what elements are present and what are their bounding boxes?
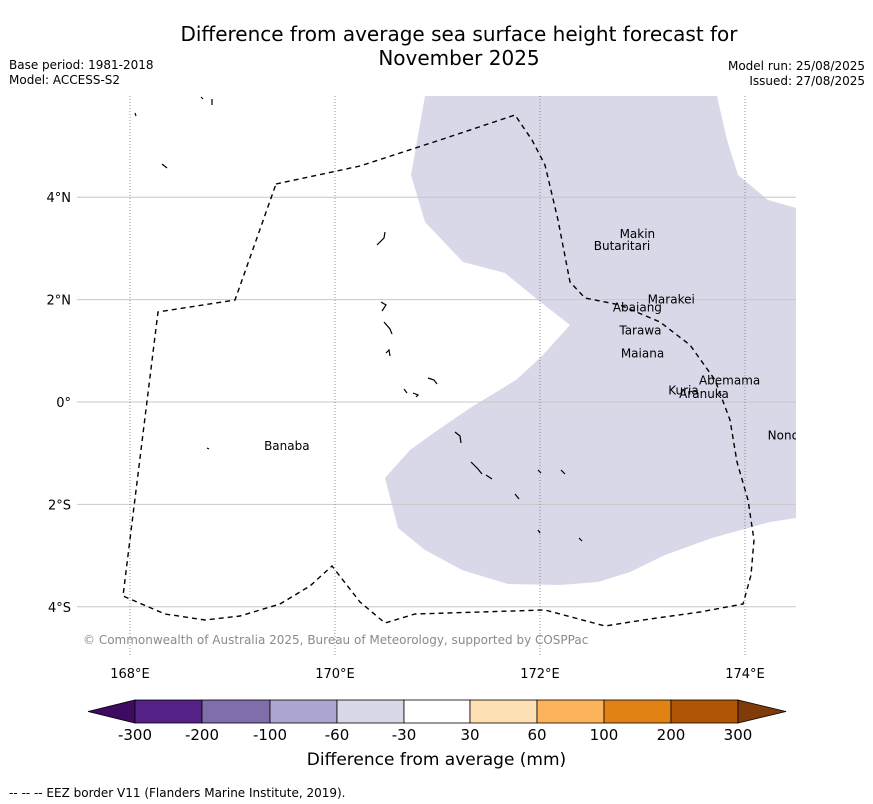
colorbar: -300 -200 -100 -60 -30 30 60 100 200 300 [87,699,787,744]
colorbar-tick-label: -200 [185,726,219,744]
colorbar-ticks: -300 -200 -100 -60 -30 30 60 100 200 300 [118,726,752,744]
colorbar-segment [269,699,338,724]
colorbar-extend-low [87,699,136,724]
colorbar-segment [536,699,605,724]
island-label: Banaba [264,439,310,453]
lon-tick-label: 172°E [520,667,560,682]
anomaly-region [385,96,796,585]
latitude-gridlines [77,196,796,608]
colorbar-tick-label: 60 [527,726,546,744]
colorbar-tick-label: -300 [118,726,152,744]
island-label: Makin [620,227,656,241]
meta-left: Base period: 1981-2018 Model: ACCESS-S2 [9,58,154,88]
island-label: Abemama [699,373,760,387]
colorbar-tick-label: -100 [253,726,287,744]
island-label: Kuria [668,384,699,398]
island-label: Nonouti [768,428,815,442]
island-label: Tarawa [618,323,661,337]
lon-tick-label: 170°E [315,667,355,682]
island-label: Marakei [648,293,695,307]
lat-tick-label: 4°S [48,601,71,616]
island-label: Aranuka [679,387,729,401]
colorbar-tick-label: 300 [724,726,753,744]
colorbar-segment [670,699,739,724]
model-name: Model: ACCESS-S2 [9,73,121,87]
lat-tick-label: 2°S [48,498,71,513]
coastlines [134,96,583,542]
copyright-text: © Commonwealth of Australia 2025, Bureau… [83,633,588,647]
base-period: Base period: 1981-2018 [9,58,154,72]
issued-date: Issued: 27/08/2025 [749,74,865,88]
colorbar-tick-label: -60 [325,726,350,744]
colorbar-segment [603,699,672,724]
colorbar-tick-label: 30 [460,726,479,744]
island-label: Maiana [621,346,664,360]
colorbar-tick-label: 200 [657,726,686,744]
latitude-labels: 4°N 2°N 0° 2°S 4°S [47,191,72,616]
chart-title-line1: Difference from average sea surface heig… [180,22,738,46]
colorbar-segment [134,699,203,724]
colorbar-label: Difference from average (mm) [306,750,567,770]
colorbar-body [87,699,787,724]
lat-tick-label: 0° [56,396,71,411]
eez-note: -- -- -- EEZ border V11 (Flanders Marine… [9,786,346,800]
colorbar-segment [336,699,405,724]
chart-title: Difference from average sea surface heig… [0,22,873,70]
lat-tick-label: 4°N [47,191,72,206]
colorbar-segment [403,699,471,724]
colorbar-tick-label: -30 [392,726,417,744]
eez-border [122,114,755,627]
colorbar-extend-high [737,699,787,724]
longitude-gridlines [129,96,746,656]
chart-title-line2: November 2025 [378,46,540,70]
island-label: Butaritari [594,239,651,253]
lon-tick-label: 174°E [725,667,765,682]
model-run: Model run: 25/08/2025 [727,59,865,73]
colorbar-tick-label: 100 [590,726,619,744]
lon-tick-label: 168°E [110,667,150,682]
island-label: Abaiang [613,300,662,314]
meta-right: Model run: 25/08/2025 Issued: 27/08/2025 [728,59,865,89]
lat-tick-label: 2°N [47,294,72,309]
colorbar-segment [201,699,271,724]
colorbar-segment [469,699,538,724]
